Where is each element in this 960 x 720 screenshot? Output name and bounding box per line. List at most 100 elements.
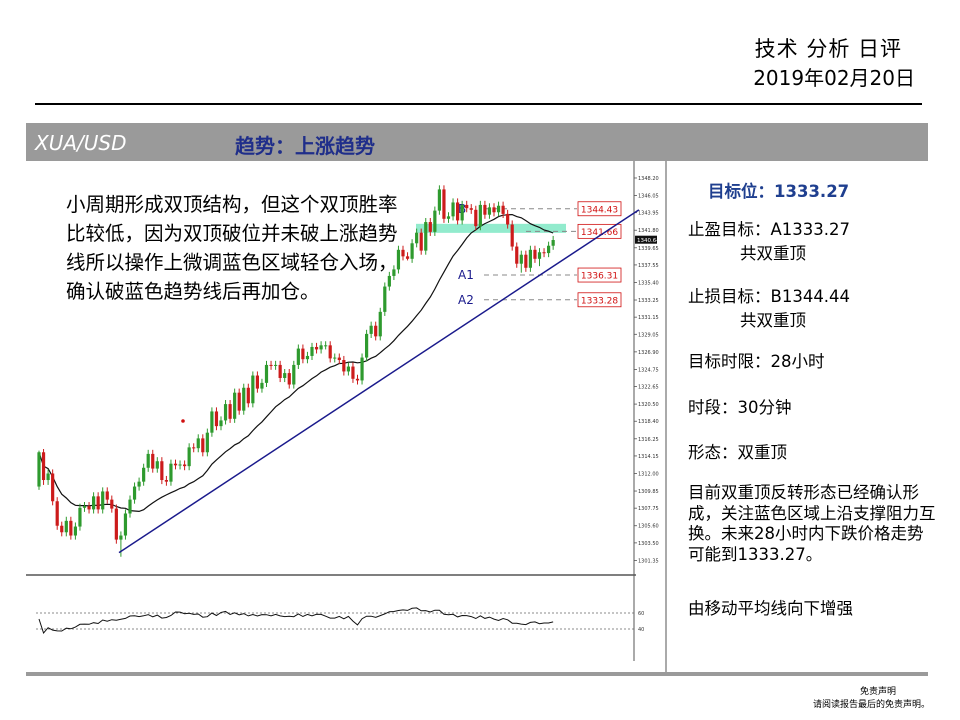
- candle-body: [428, 222, 432, 232]
- candle: [551, 235, 555, 250]
- candle-body: [255, 375, 259, 389]
- candle-body: [333, 357, 337, 359]
- candle: [374, 321, 378, 341]
- support-zone: [416, 223, 566, 233]
- price-chart: 1348.20 1346.05 1343.95 1341.80 1339.65 1337.…: [26, 161, 669, 672]
- candle: [401, 245, 405, 261]
- candle-body: [142, 467, 146, 482]
- candle-body: [547, 245, 551, 254]
- candle-body: [137, 481, 141, 487]
- price-tick-label: 1312.00: [638, 471, 659, 477]
- level-tag-box: [577, 292, 622, 308]
- candle-body: [60, 525, 64, 533]
- level-tag-box: [577, 267, 622, 283]
- candle-body: [537, 252, 542, 259]
- candle-body: [383, 286, 387, 312]
- candle: [319, 341, 323, 354]
- candle-body: [292, 364, 296, 385]
- level-tag-box: [577, 201, 622, 217]
- candle-body: [419, 232, 423, 251]
- candle-body: [533, 249, 537, 259]
- price-tick-label: 1326.90: [638, 350, 659, 356]
- candle: [437, 185, 441, 215]
- candle: [519, 250, 523, 273]
- candle-body: [87, 506, 91, 510]
- candle: [301, 344, 305, 364]
- price-tick-label: 1343.95: [638, 211, 659, 217]
- candle: [351, 362, 355, 383]
- candle-body: [169, 463, 173, 482]
- candle: [196, 434, 200, 453]
- candle: [142, 463, 146, 486]
- candle: [451, 198, 455, 221]
- candle: [101, 487, 105, 514]
- candle: [424, 217, 428, 255]
- candle: [496, 201, 501, 217]
- candle: [460, 200, 464, 225]
- candle-body: [41, 452, 46, 481]
- candle: [292, 360, 296, 389]
- candle-body: [401, 249, 405, 257]
- candle-body: [183, 464, 187, 467]
- level-tag: 1333.28: [581, 296, 618, 306]
- candle: [487, 203, 492, 219]
- candle-body: [314, 346, 319, 350]
- candle-body: [260, 382, 264, 389]
- candle-body: [92, 496, 96, 510]
- candle: [264, 360, 269, 387]
- oscillator-level-label: 60: [638, 611, 644, 617]
- level-label: A2: [458, 293, 474, 307]
- candle-body: [105, 491, 109, 500]
- candle-body: [69, 520, 73, 536]
- candle: [337, 353, 341, 365]
- take-profit-label: 止盈目标：A1333.27: [688, 220, 851, 239]
- candle: [287, 369, 291, 389]
- candle-body: [360, 357, 364, 381]
- stop-loss-label: 止损目标：B1344.44: [688, 287, 851, 306]
- candle-body: [187, 447, 191, 467]
- chart-commentary: 小周期形成双顶结构，但这个双顶胜率比较低，因为双顶破位并未破上涨趋势线所以操作上…: [66, 193, 398, 303]
- price-tick-label: 1314.15: [638, 454, 659, 460]
- candle: [160, 457, 164, 485]
- price-tick-label: 1337.55: [638, 263, 659, 269]
- uptrend-line: [118, 209, 640, 554]
- candle-body: [433, 210, 437, 232]
- candle: [228, 400, 232, 423]
- candle: [346, 362, 350, 376]
- candle-body: [346, 366, 350, 372]
- candle-body: [387, 275, 391, 287]
- candle: [524, 250, 528, 272]
- target-level: 目标位：1333.27: [708, 182, 850, 201]
- candle-body: [73, 526, 77, 536]
- candle: [192, 443, 196, 453]
- candle-body: [551, 240, 555, 246]
- candle-body: [173, 463, 178, 466]
- level-label: A1: [458, 268, 474, 282]
- candle: [474, 205, 478, 231]
- candle-body: [37, 452, 41, 487]
- candle: [119, 531, 123, 557]
- candle: [201, 434, 205, 457]
- candle: [214, 407, 219, 431]
- candle: [146, 449, 150, 472]
- candle: [274, 360, 278, 370]
- candle-body: [251, 375, 255, 404]
- level-tag: 1336.31: [581, 272, 618, 282]
- candle: [78, 503, 82, 531]
- stop-loss: 止损目标：B1344.44 共双重顶: [688, 283, 850, 331]
- candle: [41, 449, 46, 485]
- candle-body: [492, 207, 496, 213]
- candle: [415, 228, 419, 248]
- oscillator-level-label: 40: [638, 627, 644, 633]
- candle-body: [228, 404, 232, 419]
- candle-body: [278, 364, 282, 378]
- report-title: 技术 分析 日评: [754, 37, 902, 61]
- candle-body: [510, 224, 514, 247]
- candle: [542, 248, 546, 258]
- candle: [233, 388, 237, 423]
- candle-body: [437, 189, 441, 211]
- candle-body: [378, 311, 382, 337]
- candle-body: [451, 202, 455, 217]
- candle-body: [123, 513, 128, 536]
- candle-body: [119, 535, 123, 540]
